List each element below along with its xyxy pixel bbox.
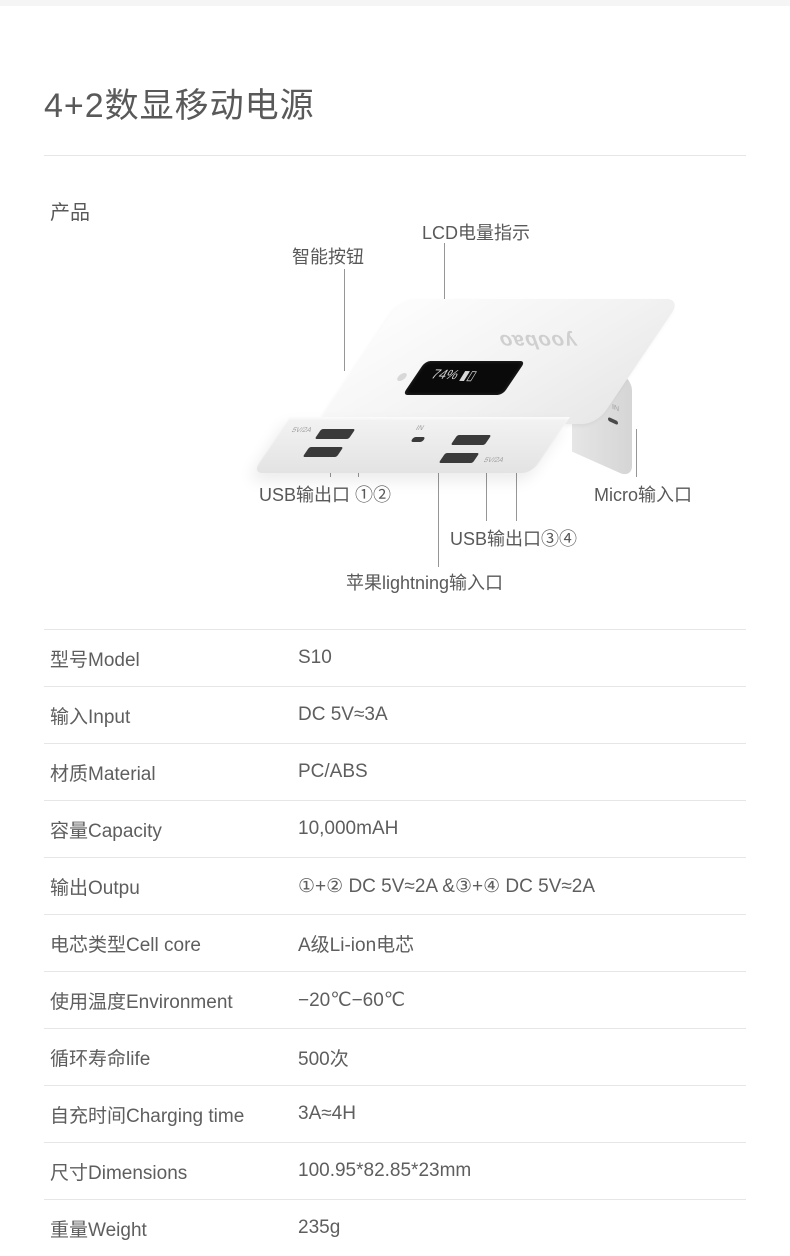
spec-label: 型号Model xyxy=(44,645,298,672)
spec-label: 自充时间Charging time xyxy=(44,1101,298,1128)
spec-label: 输出Outpu xyxy=(44,873,298,900)
product-diagram: 智能按钮 LCD电量指示 USB输出口 ①② USB输出口③④ Micro输入口… xyxy=(44,219,746,599)
spec-row: 循环寿命life 500次 xyxy=(44,1028,746,1085)
page-title: 4+2数显移动电源 xyxy=(44,6,746,155)
spec-value: PC/ABS xyxy=(298,761,746,783)
spec-label: 重量Weight xyxy=(44,1215,298,1242)
device-brand: yoobao xyxy=(495,329,580,352)
spec-row: 尺寸Dimensions 100.95*82.85*23mm xyxy=(44,1142,746,1199)
spec-label: 容量Capacity xyxy=(44,816,298,843)
spec-label: 尺寸Dimensions xyxy=(44,1158,298,1185)
usb-port-icon xyxy=(451,435,492,445)
spec-value: 235g xyxy=(298,1217,746,1239)
callout-lightning: 苹果lightning输入口 xyxy=(346,569,503,595)
spec-row: 输入Input DC 5V≈3A xyxy=(44,686,746,743)
callout-smart-button: 智能按钮 xyxy=(292,243,364,269)
spec-label: 电芯类型Cell core xyxy=(44,930,298,957)
spec-value: 3A≈4H xyxy=(298,1103,746,1125)
spec-value: A级Li-ion电芯 xyxy=(298,930,746,957)
device-illustration: yoobao 74% ▮▯ 5V/2A IN 5V/2A IN xyxy=(324,299,644,519)
spec-row: 使用温度Environment −20℃−60℃ xyxy=(44,971,746,1028)
callout-usb34: USB输出口③④ xyxy=(450,525,577,551)
spec-row: 容量Capacity 10,000mAH xyxy=(44,800,746,857)
spec-row: 自充时间Charging time 3A≈4H xyxy=(44,1085,746,1142)
spec-value: 500次 xyxy=(298,1044,746,1071)
spec-label: 循环寿命life xyxy=(44,1044,298,1071)
spec-value: 100.95*82.85*23mm xyxy=(298,1160,746,1182)
spec-label: 输入Input xyxy=(44,702,298,729)
usb-port-icon xyxy=(303,447,344,457)
spec-row: 材质Material PC/ABS xyxy=(44,743,746,800)
spec-row: 型号Model S10 xyxy=(44,629,746,686)
spec-value: ①+② DC 5V≈2A &③+④ DC 5V≈2A xyxy=(298,875,746,898)
usb-port-icon xyxy=(439,453,480,463)
device-front xyxy=(252,417,570,473)
spec-label: 使用温度Environment xyxy=(44,987,298,1014)
spec-row: 电芯类型Cell core A级Li-ion电芯 xyxy=(44,914,746,971)
page: 4+2数显移动电源 产品 智能按钮 LCD电量指示 USB输出口 ①② USB输… xyxy=(0,6,790,1256)
port-marking: 5V/2A xyxy=(482,457,505,464)
spec-value: DC 5V≈3A xyxy=(298,704,746,726)
spec-row: 输出Outpu ①+② DC 5V≈2A &③+④ DC 5V≈2A xyxy=(44,857,746,914)
spec-label: 材质Material xyxy=(44,759,298,786)
spec-value: S10 xyxy=(298,647,746,669)
product-label: 产品 xyxy=(44,156,746,225)
spec-row: 重量Weight 235g xyxy=(44,1199,746,1256)
callout-lcd: LCD电量指示 xyxy=(422,219,530,245)
port-marking: 5V/2A xyxy=(290,427,313,434)
usb-port-icon xyxy=(315,429,356,439)
spec-value: −20℃−60℃ xyxy=(298,989,746,1012)
spec-value: 10,000mAH xyxy=(298,818,746,840)
spec-table: 型号Model S10 输入Input DC 5V≈3A 材质Material … xyxy=(44,629,746,1256)
